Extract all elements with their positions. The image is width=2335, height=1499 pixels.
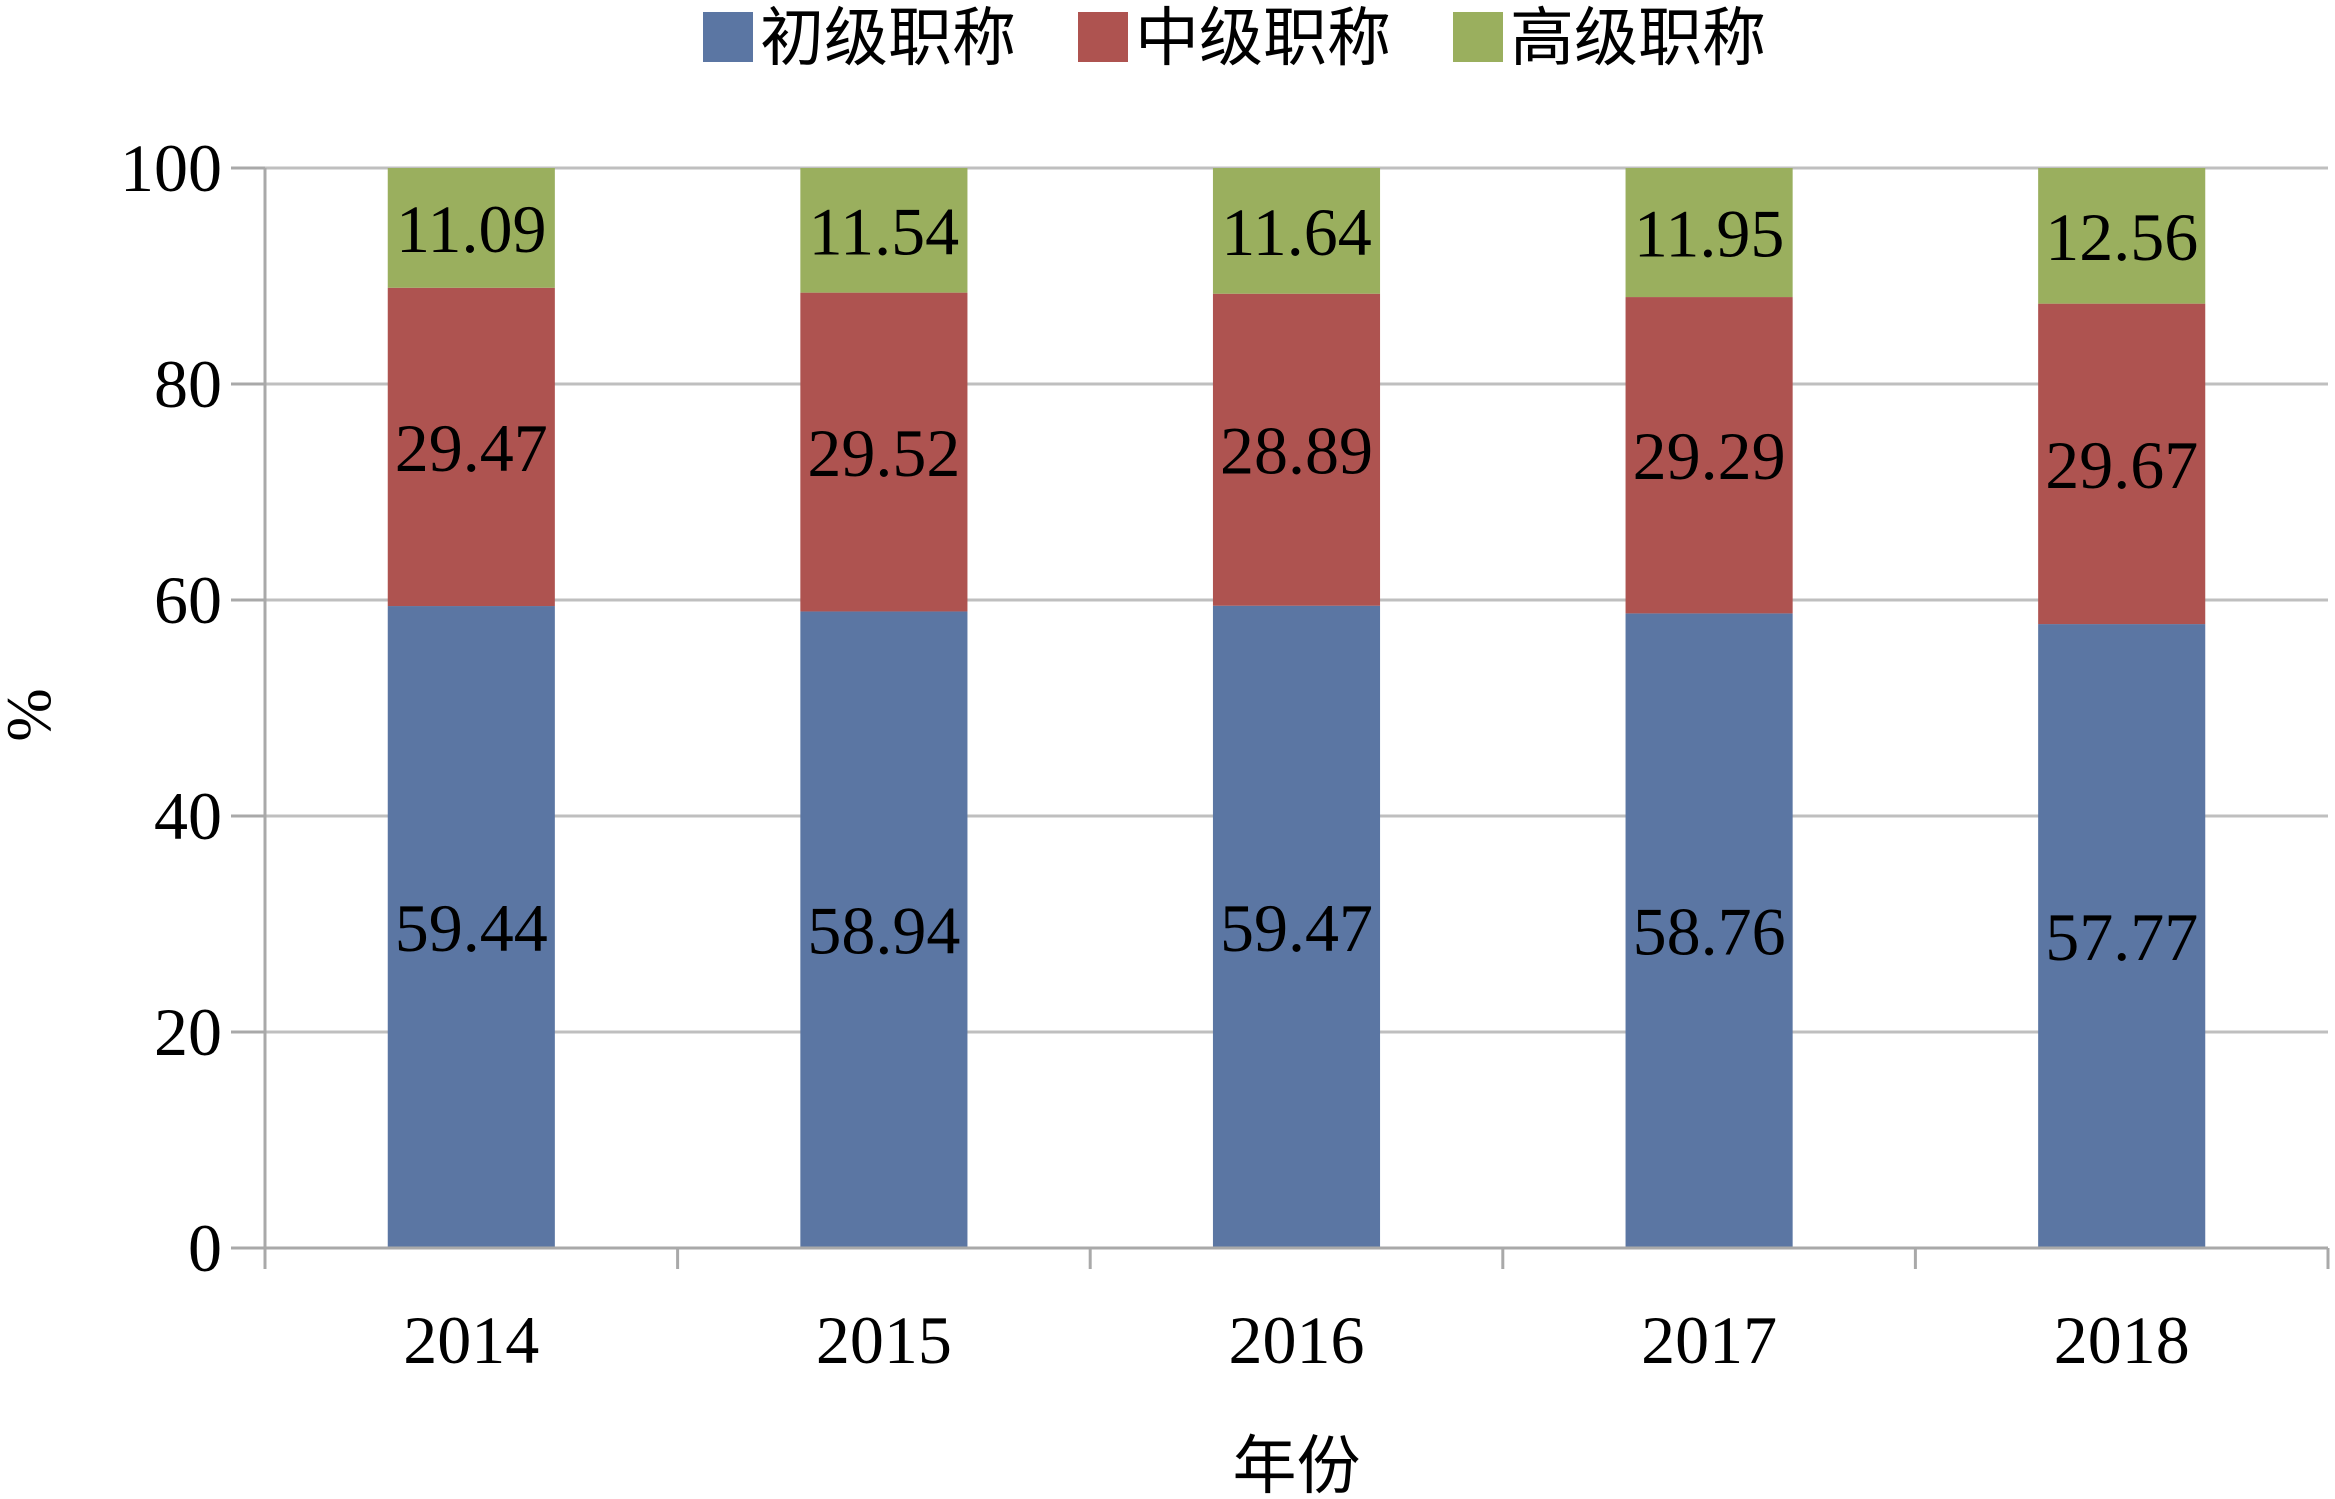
data-label-2016-series-1: 59.47 [1220,890,1373,966]
y-tick-label: 80 [154,346,222,422]
data-label-2018-series-3: 12.56 [2045,199,2198,275]
bar-segment-2015-series-2 [800,292,968,612]
bar-segment-2017-series-1 [1625,613,1793,1248]
legend-swatch-series-1 [703,12,753,62]
legend-label-series-2: 中级职称 [1135,3,1391,74]
bar-segment-2018-series-2 [2038,303,2206,625]
legend-label-series-1: 初级职称 [760,3,1016,74]
x-tick-label: 2017 [1641,1302,1777,1378]
y-tick-label: 100 [120,130,222,206]
y-tick-label: 0 [188,1210,222,1286]
data-label-2015-series-1: 58.94 [807,893,960,969]
bar-segment-2015-series-1 [800,611,968,1248]
bar-segment-2016-series-3 [1212,168,1381,294]
y-axis: 0 20 40 60 80 100 [120,130,267,1286]
legend: 初级职称 中级职称 高级职称 [703,3,1766,74]
data-label-2015-series-3: 11.54 [809,193,959,269]
bar-segment-2017-series-2 [1625,297,1793,614]
y-tick-label: 40 [154,778,222,854]
legend-swatch-series-3 [1453,12,1503,62]
bar-segment-2015-series-3 [800,168,968,293]
data-label-2016-series-2: 28.89 [1220,413,1373,489]
y-axis-title: % [0,688,64,741]
data-label-2018-series-2: 29.67 [2045,427,2198,503]
x-tick-label: 2016 [1229,1302,1365,1378]
bar-segment-2014-series-2 [387,287,555,607]
bar-segment-2016-series-2 [1212,293,1381,606]
bar-segment-2014-series-3 [387,168,555,288]
bar-segment-2016-series-1 [1212,605,1381,1248]
data-label-2017-series-3: 11.95 [1634,196,1784,272]
data-label-2017-series-1: 58.76 [1633,894,1786,970]
data-label-2016-series-3: 11.64 [1221,194,1371,270]
data-labels: 59.44 29.47 11.09 58.94 29.52 11.54 59.47 28.89… [395,191,2198,975]
bar-segment-2017-series-3 [1625,168,1793,298]
data-label-2015-series-2: 29.52 [807,415,960,491]
x-axis: 2014 2015 2016 2017 2018 [263,1246,2330,1378]
data-label-2014-series-3: 11.09 [396,191,546,267]
data-label-2018-series-1: 57.77 [2045,899,2198,975]
data-label-2014-series-1: 59.44 [395,890,548,966]
x-tick-label: 2015 [816,1302,952,1378]
x-tick-label: 2014 [403,1302,539,1378]
y-tick-label: 60 [154,562,222,638]
x-tick-label: 2018 [2054,1302,2190,1378]
bar-segment-2018-series-1 [2038,624,2206,1248]
data-label-2017-series-2: 29.29 [1633,418,1786,494]
bar-segment-2018-series-3 [2038,168,2206,304]
data-label-2014-series-2: 29.47 [395,410,548,486]
legend-swatch-series-2 [1078,12,1128,62]
legend-label-series-3: 高级职称 [1510,3,1766,74]
x-axis-title: 年份 [1233,1431,1361,1499]
bars [387,168,2206,1248]
bar-segment-2014-series-1 [387,606,555,1248]
y-tick-label: 20 [154,994,222,1070]
